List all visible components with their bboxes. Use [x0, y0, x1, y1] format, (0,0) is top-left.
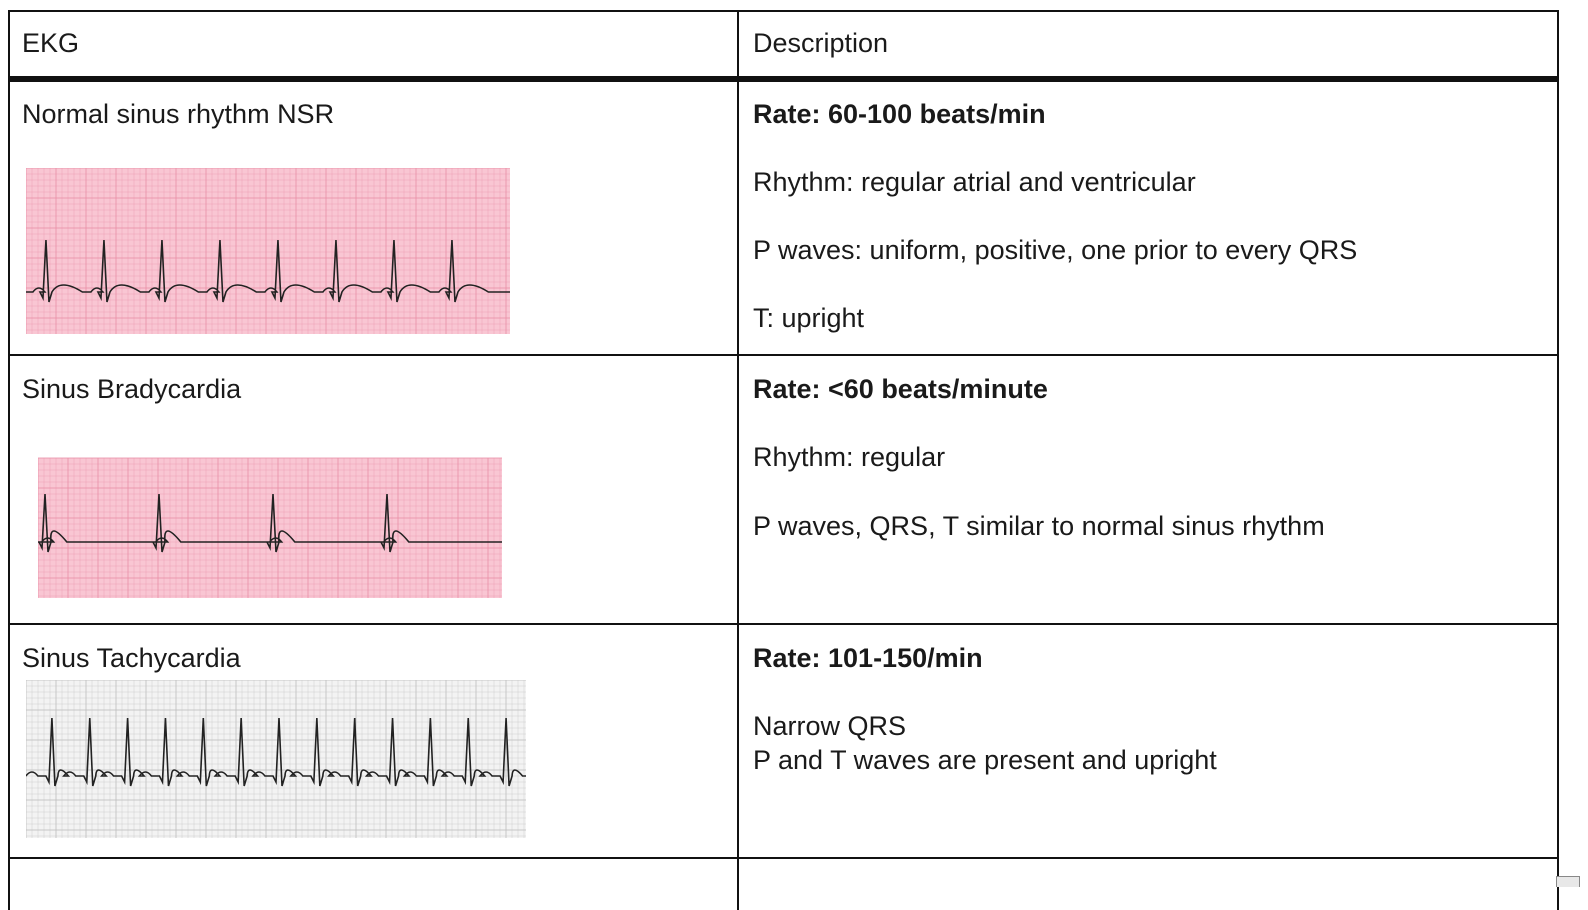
rate-label: Rate: <60 beats/minute — [753, 374, 1048, 404]
ekg-trace — [38, 493, 502, 553]
row-divider — [8, 354, 1559, 356]
table-left-border — [8, 10, 10, 910]
ekg-paper — [38, 458, 502, 598]
ekg-paper — [26, 680, 526, 838]
description-line: Narrow QRS — [753, 711, 907, 741]
ekg-table: EKG Description Normal sinus rhythm NSR … — [8, 10, 1559, 910]
description-line: Rhythm: regular — [753, 442, 946, 472]
ekg-strip-sinus-bradycardia — [38, 457, 502, 598]
column-divider — [737, 10, 739, 910]
header-divider — [8, 76, 1559, 82]
rhythm-name: Sinus Bradycardia — [22, 374, 242, 404]
description-line: Rhythm: regular atrial and ventricular — [753, 167, 1196, 197]
ekg-strip-sinus-tachycardia — [26, 680, 526, 838]
ekg-paper — [26, 168, 510, 334]
row-divider — [8, 857, 1559, 859]
rhythm-name: Sinus Tachycardia — [22, 643, 241, 673]
rate-label: Rate: 60-100 beats/min — [753, 99, 1046, 129]
table-top-border — [8, 10, 1559, 12]
description-line: P waves: uniform, positive, one prior to… — [753, 235, 1358, 265]
table-right-border — [1557, 10, 1559, 910]
collapse-handle-icon[interactable] — [1556, 876, 1580, 887]
row-divider — [8, 623, 1559, 625]
ekg-strip-normal-sinus — [26, 168, 510, 334]
ekg-trace — [26, 239, 510, 303]
ekg-grid — [38, 457, 502, 598]
rhythm-name: Normal sinus rhythm NSR — [22, 99, 335, 129]
header-description: Description — [753, 28, 889, 58]
description-line: P waves, QRS, T similar to normal sinus … — [753, 511, 1325, 541]
rate-label: Rate: 101-150/min — [753, 643, 983, 673]
ekg-trace — [26, 717, 526, 787]
description-line: P and T waves are present and upright — [753, 745, 1217, 775]
description-line: T: upright — [753, 303, 865, 333]
header-ekg: EKG — [22, 28, 80, 58]
